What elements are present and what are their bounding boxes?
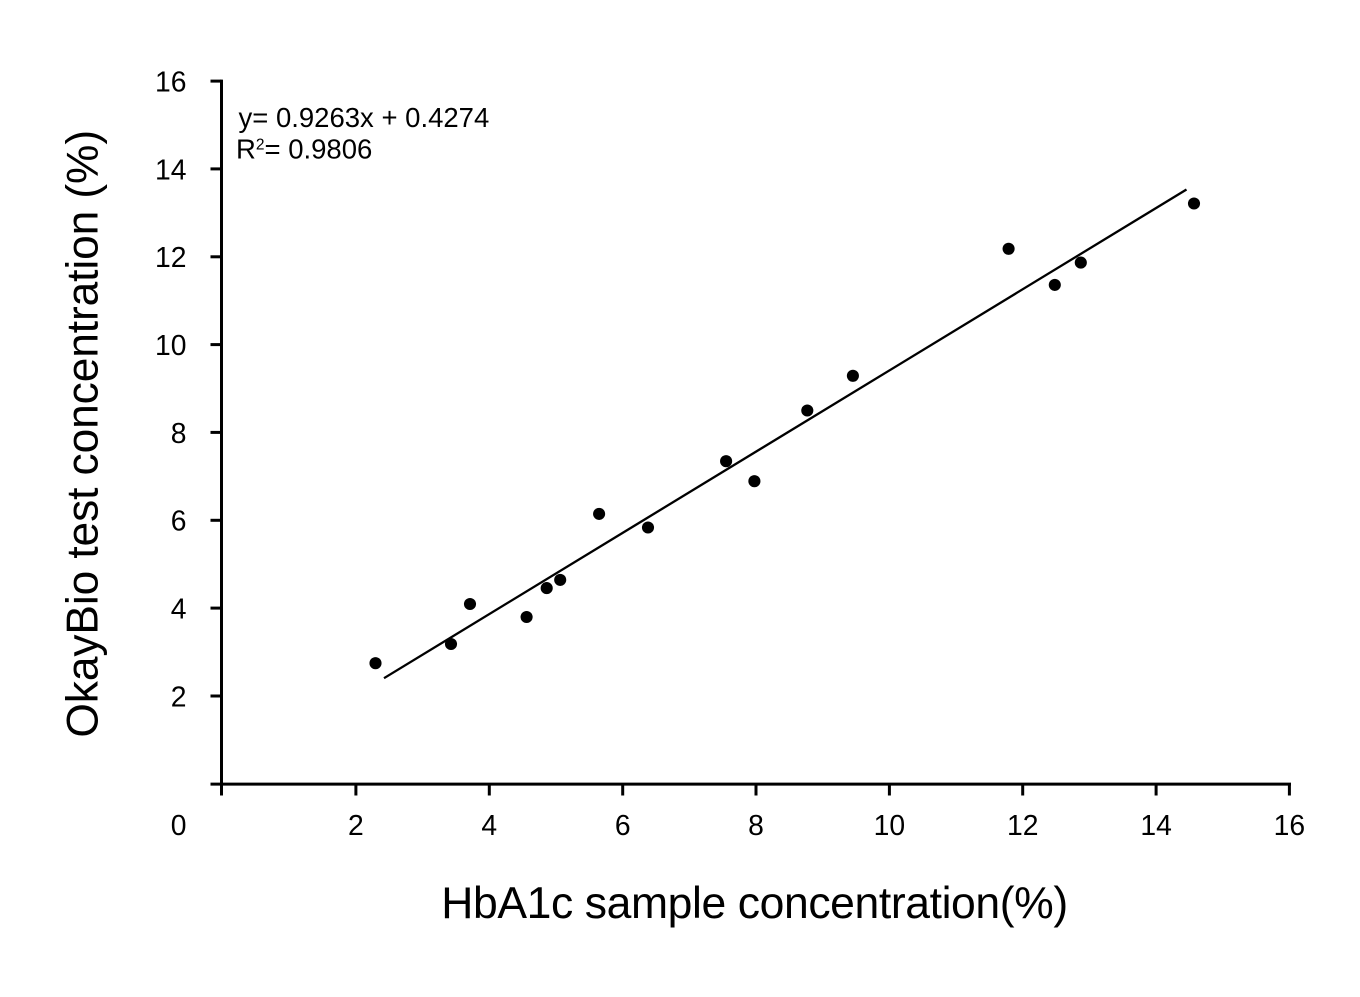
svg-text:OkayBio test concentration (%): OkayBio test concentration (%)	[59, 130, 108, 738]
svg-text:14: 14	[1140, 809, 1171, 841]
svg-text:2: 2	[348, 809, 364, 841]
svg-text:8: 8	[171, 417, 187, 449]
svg-text:12: 12	[155, 241, 186, 273]
svg-text:10: 10	[874, 809, 905, 841]
svg-text:R2= 0.9806: R2= 0.9806	[236, 134, 372, 165]
svg-text:2: 2	[171, 680, 187, 712]
svg-text:12: 12	[1007, 809, 1038, 841]
svg-text:HbA1c sample concentration(%): HbA1c sample concentration(%)	[441, 879, 1068, 928]
svg-text:4: 4	[171, 593, 187, 625]
svg-text:0: 0	[171, 809, 187, 841]
svg-text:8: 8	[748, 809, 764, 841]
svg-text:16: 16	[155, 66, 186, 98]
svg-text:6: 6	[615, 809, 631, 841]
svg-text:y= 0.9263x + 0.4274: y= 0.9263x + 0.4274	[239, 102, 490, 133]
svg-text:10: 10	[155, 329, 186, 361]
svg-text:4: 4	[481, 809, 497, 841]
svg-text:16: 16	[1274, 809, 1305, 841]
svg-text:14: 14	[155, 153, 186, 185]
svg-text:6: 6	[171, 505, 187, 537]
